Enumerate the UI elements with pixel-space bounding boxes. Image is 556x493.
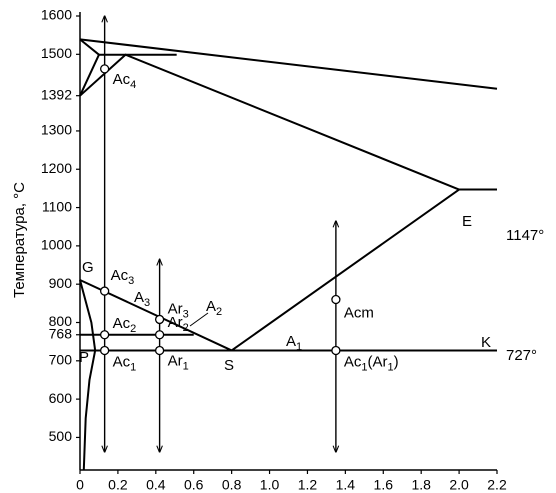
annotation: K: [481, 334, 491, 351]
critical-point: [99, 345, 110, 356]
annotation: P: [79, 349, 89, 366]
annotation: 727°: [506, 347, 537, 364]
label-text: 727°: [506, 347, 537, 364]
subscript: 4: [130, 79, 136, 91]
label-text: Ac: [113, 315, 131, 332]
annotation: A2: [206, 298, 222, 318]
point-label: Ar2: [168, 314, 189, 334]
point-label: Ar3: [168, 300, 189, 320]
x-tick-label: 0: [76, 477, 84, 493]
point-label: Ac1(Ar1): [344, 353, 399, 373]
label-text: A: [286, 333, 296, 350]
critical-point: [99, 286, 110, 296]
x-tick-label: 2.2: [487, 477, 507, 493]
y-tick-label: 1200: [41, 160, 72, 176]
label-text: A: [134, 289, 144, 306]
point-label: Acm: [344, 304, 374, 321]
label-text: G: [82, 259, 94, 276]
critical-point: [331, 294, 341, 305]
critical-point: [154, 314, 165, 325]
label-text: Ac: [111, 267, 129, 284]
subscript: 3: [183, 308, 189, 320]
label-text: Ar: [168, 300, 183, 317]
x-tick-label: 2.0: [449, 477, 469, 493]
subscript: 1: [388, 361, 394, 373]
phase-line: [79, 188, 460, 352]
critical-point: [154, 330, 165, 340]
annotation: G: [82, 259, 94, 276]
leader-line: [189, 312, 209, 327]
annotation: S: [224, 357, 234, 374]
y-tick-label: 600: [49, 390, 73, 406]
point-label: Ac2: [113, 315, 137, 335]
y-tick-label: 700: [49, 352, 73, 368]
label-text: Ar: [168, 314, 183, 331]
point-label: Ar1: [168, 352, 189, 372]
label-text: A: [206, 298, 216, 315]
label-text: Acm: [344, 304, 374, 321]
x-tick-label: 0.6: [184, 477, 204, 493]
annotation: A1: [286, 333, 302, 353]
critical-point: [154, 345, 165, 356]
subscript: 2: [130, 323, 136, 335]
label-text: E: [462, 213, 472, 230]
y-tick-label: 1500: [41, 45, 72, 61]
label-text: 1147°: [506, 227, 544, 244]
critical-point: [99, 64, 110, 74]
y-tick-label: 800: [49, 313, 73, 329]
subscript: 1: [183, 360, 189, 372]
subscript: 2: [216, 306, 222, 318]
y-tick-label: 500: [49, 428, 73, 444]
x-tick-label: 0.4: [146, 477, 166, 493]
label-text: ): [394, 353, 399, 370]
point-label: Ac3: [111, 267, 135, 287]
y-tick-label: 1000: [41, 237, 72, 253]
label-text: Ar: [168, 352, 183, 369]
subscript: 3: [128, 275, 134, 287]
phase-line: [79, 279, 97, 471]
critical-point: [99, 330, 110, 340]
x-tick-label: 1.6: [374, 477, 394, 493]
y-tick-label: 1300: [41, 122, 72, 138]
y-tick-label: 1392: [41, 86, 72, 102]
label-text: K: [481, 334, 491, 351]
label-text: Ac: [113, 353, 131, 370]
x-tick-label: 1.2: [298, 477, 318, 493]
annotation: A3: [134, 289, 150, 309]
label-text: S: [224, 357, 234, 374]
annotation: 1147°: [506, 227, 544, 244]
subscript: 3: [144, 297, 150, 309]
label-text: Ac: [344, 353, 362, 370]
subscript: 1: [361, 361, 367, 373]
label-text: Ac: [113, 71, 131, 88]
y-tick-label: 1600: [41, 7, 72, 23]
x-tick-label: 1.4: [336, 477, 356, 493]
label-text: (Ar: [368, 353, 388, 370]
x-tick-label: 0.2: [108, 477, 128, 493]
phase-line: [79, 53, 497, 191]
subscript: 2: [183, 322, 189, 334]
y-tick-label: 900: [49, 275, 73, 291]
y-tick-label: 768: [49, 325, 73, 341]
y-axis-label: Температура, °C: [11, 182, 28, 298]
subscript: 1: [130, 361, 136, 373]
y-tick-label: 1100: [42, 198, 72, 214]
x-tick-label: 1.8: [411, 477, 431, 493]
point-label: Ac4: [113, 71, 137, 91]
annotation: E: [462, 213, 472, 230]
critical-point: [331, 345, 341, 356]
point-label: Ac1: [113, 353, 137, 373]
x-tick-label: 1.0: [260, 477, 280, 493]
x-tick-label: 0.8: [222, 477, 242, 493]
subscript: 1: [296, 341, 302, 353]
label-text: P: [79, 349, 89, 366]
phase-line: [79, 38, 498, 90]
